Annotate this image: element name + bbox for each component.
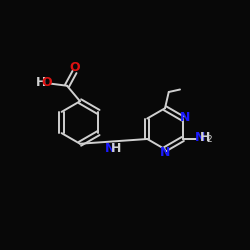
Text: H: H (200, 131, 210, 144)
Text: O: O (70, 60, 80, 74)
Text: 2: 2 (207, 136, 212, 144)
Text: O: O (41, 76, 52, 89)
Text: N: N (195, 131, 206, 144)
Text: N: N (105, 142, 115, 155)
Text: H: H (36, 76, 46, 89)
Text: N: N (160, 146, 171, 160)
Text: N: N (180, 111, 190, 124)
Text: H: H (111, 142, 121, 155)
